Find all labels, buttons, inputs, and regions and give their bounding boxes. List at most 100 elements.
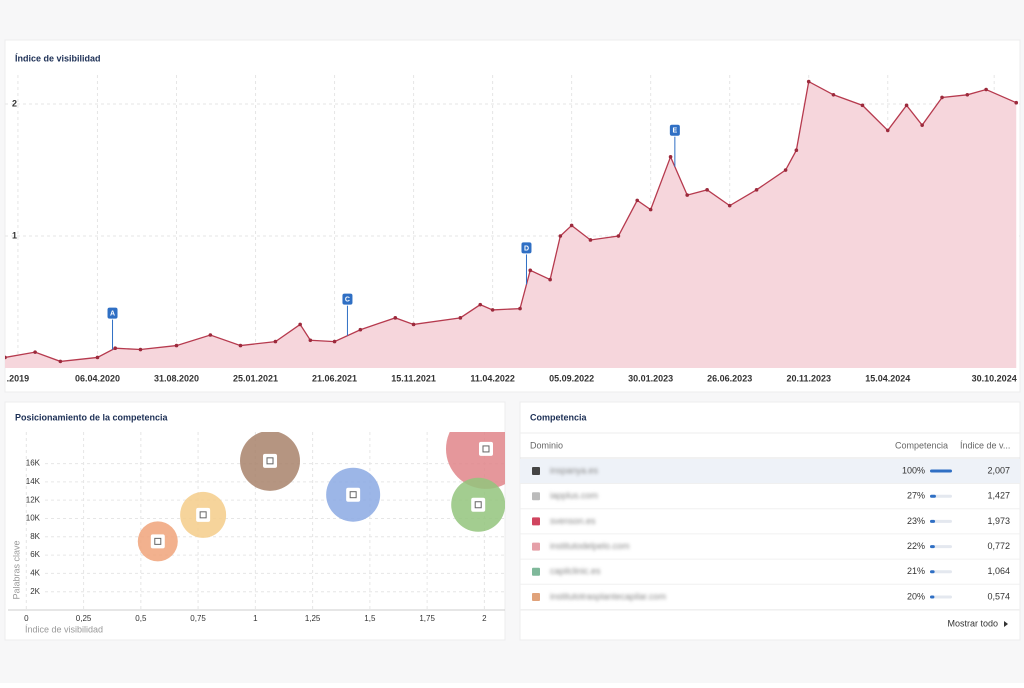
point <box>920 123 924 127</box>
x-axis-title: Índice de visibilidad <box>25 624 103 634</box>
share-bar <box>930 469 952 473</box>
annotation-label: A <box>110 310 115 317</box>
x-tick-label: 05.09.2022 <box>549 373 594 383</box>
domain-icon <box>532 517 540 526</box>
plot <box>137 432 505 562</box>
point <box>558 234 563 238</box>
point <box>794 148 799 153</box>
x-tick-label: 26.06.2023 <box>707 373 752 383</box>
x-tick-label: .2019 <box>7 373 30 383</box>
point <box>332 339 337 344</box>
domain-icon <box>532 467 540 475</box>
point <box>411 322 416 327</box>
icon-glyph <box>474 501 482 509</box>
point <box>1014 100 1019 105</box>
x-tick-label: 30.01.2023 <box>628 373 673 383</box>
point <box>984 87 988 92</box>
annotation-marker <box>107 307 118 319</box>
y-tick-label: 1 <box>12 230 17 240</box>
x-tick-label: 15.04.2024 <box>865 373 910 383</box>
annotation-label: D <box>524 245 529 252</box>
point <box>885 128 890 133</box>
domain: capilclinic.es <box>550 566 601 576</box>
x-tick-label: 1 <box>253 614 258 623</box>
point <box>648 207 653 212</box>
index-value: 2,007 <box>987 465 1010 475</box>
icon-glyph <box>266 457 274 465</box>
panel-title: Posicionamiento de la competencia <box>15 412 169 422</box>
point <box>490 308 495 312</box>
area <box>5 81 1017 368</box>
point <box>940 95 944 100</box>
index-value: 1,427 <box>987 491 1010 501</box>
point <box>705 188 709 192</box>
domain: svenson.es <box>550 516 596 526</box>
index-value: 1,064 <box>987 566 1010 576</box>
y-tick-label: 2K <box>30 587 40 596</box>
point <box>308 338 313 343</box>
point <box>806 79 811 84</box>
point <box>273 339 278 344</box>
share-value: 100% <box>902 465 925 475</box>
point <box>616 234 621 238</box>
share-bar <box>930 570 935 574</box>
domain-icon <box>532 567 540 576</box>
icon-glyph <box>199 511 207 519</box>
annotation-label: E <box>673 128 678 135</box>
point <box>548 277 552 282</box>
point <box>58 359 63 364</box>
share-track <box>930 519 952 523</box>
share-value: 21% <box>907 566 925 576</box>
share-value: 23% <box>907 516 925 526</box>
point <box>685 193 690 197</box>
share-bar <box>930 545 935 549</box>
plot <box>5 79 1019 368</box>
x-tick-label: 30.10.2024 <box>972 373 1017 383</box>
y-tick-label: 8K <box>30 532 40 541</box>
point <box>965 92 970 97</box>
x-tick-label: 21.06.2021 <box>312 373 357 383</box>
x-tick-label: 31.08.2020 <box>154 373 199 383</box>
x-tick-label: 2 <box>482 614 487 623</box>
bubble-icon <box>263 453 278 468</box>
bubble-icon <box>150 534 165 549</box>
panel-title: Índice de visibilidad <box>15 53 101 63</box>
x-tick-label: 0,25 <box>76 614 92 623</box>
point <box>95 355 100 360</box>
point <box>33 350 37 354</box>
domain-icon <box>532 542 540 551</box>
y-tick-label: 12K <box>26 495 41 504</box>
index-value: 0,772 <box>987 541 1010 551</box>
point <box>904 103 909 108</box>
y-tick-label: 16K <box>26 459 41 468</box>
column-header: Dominio <box>530 440 563 450</box>
point <box>727 203 732 208</box>
point <box>238 343 243 348</box>
share-value: 27% <box>907 491 925 501</box>
show-all-link[interactable]: Mostrar todo <box>947 618 998 628</box>
y-tick-label: 6K <box>30 550 40 559</box>
icon-glyph <box>154 537 162 545</box>
point <box>358 327 363 332</box>
point <box>5 355 7 360</box>
domain: inspanya.es <box>550 465 599 475</box>
bubble-icon <box>346 487 361 502</box>
domain-icon <box>532 492 540 501</box>
annotation-label: C <box>345 297 350 304</box>
x-tick-label: 1,75 <box>419 614 435 623</box>
point <box>298 322 302 327</box>
column-header: Competencia <box>895 440 948 450</box>
bubble-icon <box>478 441 493 456</box>
annotation-marker <box>669 124 680 136</box>
domain-icon <box>532 593 540 601</box>
annotation-marker <box>342 293 353 305</box>
point <box>478 302 483 307</box>
point <box>458 316 463 320</box>
point <box>635 198 640 203</box>
index-value: 0,574 <box>987 591 1010 601</box>
point <box>588 238 593 242</box>
point <box>113 346 118 351</box>
point <box>783 168 788 172</box>
